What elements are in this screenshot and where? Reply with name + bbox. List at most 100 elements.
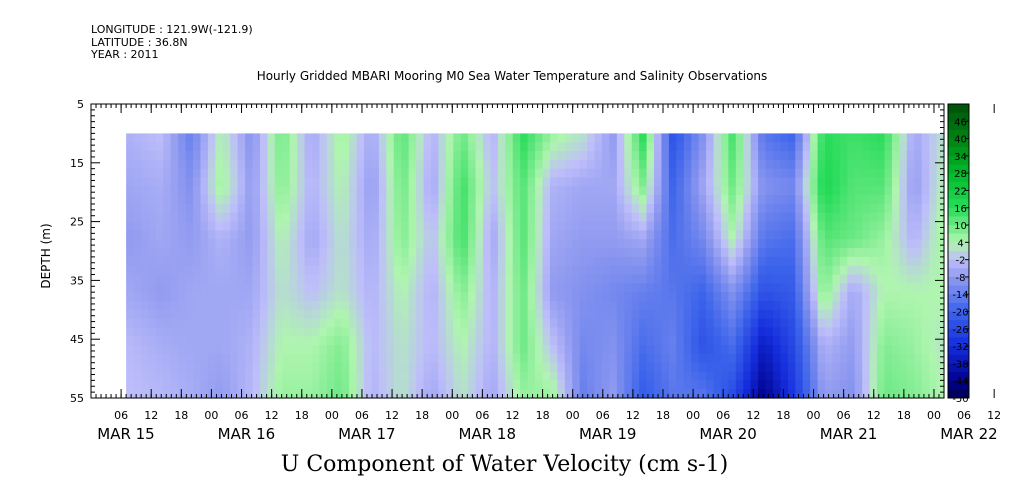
heatmap-cell bbox=[334, 265, 343, 276]
heatmap-cell bbox=[230, 327, 239, 337]
heatmap-cell bbox=[371, 186, 380, 196]
heatmap-cell bbox=[772, 292, 782, 302]
heatmap-cell bbox=[185, 371, 194, 381]
heatmap-cell bbox=[654, 177, 663, 187]
heatmap-cell bbox=[490, 203, 499, 214]
heatmap-cell bbox=[572, 212, 581, 223]
heatmap-cell bbox=[557, 177, 566, 187]
heatmap-cell bbox=[438, 380, 447, 390]
heatmap-cell bbox=[750, 239, 759, 249]
heatmap-cell bbox=[483, 195, 492, 205]
heatmap-cell bbox=[765, 151, 774, 161]
heatmap-cell bbox=[170, 353, 179, 364]
metadata-block: LONGITUDE : 121.9W(-121.9) LATITUDE : 36… bbox=[91, 23, 253, 62]
heatmap-cell bbox=[326, 142, 335, 152]
heatmap-cell bbox=[460, 133, 469, 143]
heatmap-cell bbox=[312, 283, 321, 293]
heatmap-cell bbox=[185, 283, 194, 293]
heatmap-cell bbox=[631, 318, 640, 329]
heatmap-cell bbox=[133, 265, 142, 276]
heatmap-cell bbox=[564, 212, 573, 223]
heatmap-cell bbox=[936, 195, 945, 205]
heatmap-cell bbox=[334, 195, 343, 205]
heatmap-cell bbox=[460, 151, 469, 161]
heatmap-cell bbox=[825, 353, 834, 364]
heatmap-cell bbox=[899, 309, 908, 320]
heatmap-cell bbox=[683, 195, 692, 205]
heatmap-cell bbox=[468, 168, 477, 179]
heatmap-cell bbox=[393, 371, 402, 381]
heatmap-cell bbox=[423, 274, 432, 284]
colorbar-swatch bbox=[948, 121, 969, 131]
heatmap-cell bbox=[587, 318, 596, 329]
heatmap-cell bbox=[758, 389, 767, 399]
heatmap-cell bbox=[297, 300, 306, 311]
heatmap-cell bbox=[282, 221, 291, 232]
heatmap-cell bbox=[475, 203, 484, 214]
heatmap-cell bbox=[155, 230, 164, 240]
heatmap-cell bbox=[542, 380, 551, 390]
heatmap-cell bbox=[200, 177, 209, 187]
heatmap-cell bbox=[929, 336, 938, 346]
heatmap-cell bbox=[230, 389, 239, 399]
heatmap-cell bbox=[245, 159, 254, 170]
heatmap-cell bbox=[825, 318, 834, 329]
heatmap-cell bbox=[735, 248, 744, 258]
heatmap-cell bbox=[676, 336, 685, 346]
heatmap-cell bbox=[862, 380, 871, 390]
heatmap-cell bbox=[215, 292, 224, 302]
heatmap-cell bbox=[289, 345, 298, 355]
heatmap-cell bbox=[535, 195, 544, 205]
heatmap-cell bbox=[460, 248, 469, 258]
heatmap-cell bbox=[772, 371, 782, 381]
heatmap-cell bbox=[706, 327, 715, 337]
heatmap-cell bbox=[430, 186, 440, 196]
heatmap-cell bbox=[668, 309, 677, 320]
heatmap-cell bbox=[185, 239, 194, 249]
heatmap-cell bbox=[787, 142, 796, 152]
heatmap-cell bbox=[215, 248, 224, 258]
heatmap-cell bbox=[624, 133, 633, 143]
heatmap-cell bbox=[884, 336, 893, 346]
heatmap-cell bbox=[535, 133, 544, 143]
heatmap-cell bbox=[929, 300, 938, 311]
heatmap-cell bbox=[765, 309, 774, 320]
heatmap-cell bbox=[527, 389, 536, 399]
heatmap-cell bbox=[364, 353, 373, 364]
heatmap-cell bbox=[416, 309, 425, 320]
heatmap-cell bbox=[245, 248, 254, 258]
heatmap-cell bbox=[862, 292, 871, 302]
heatmap-cell bbox=[319, 345, 328, 355]
heatmap-cell bbox=[297, 389, 306, 399]
heatmap-cell bbox=[691, 389, 700, 399]
heatmap-cell bbox=[475, 345, 484, 355]
heatmap-cell bbox=[230, 371, 239, 381]
heatmap-cell bbox=[676, 239, 685, 249]
heatmap-cell bbox=[698, 318, 707, 329]
heatmap-cell bbox=[758, 327, 767, 337]
heatmap-cell bbox=[378, 186, 387, 196]
heatmap-cell bbox=[512, 239, 521, 249]
heatmap-cell bbox=[706, 177, 715, 187]
heatmap-cell bbox=[200, 248, 209, 258]
heatmap-cell bbox=[371, 177, 380, 187]
heatmap-cell bbox=[133, 318, 142, 329]
heatmap-cell bbox=[691, 265, 700, 276]
heatmap-cell bbox=[906, 300, 915, 311]
heatmap-cell bbox=[616, 248, 625, 258]
heatmap-cell bbox=[416, 318, 425, 329]
heatmap-cell bbox=[906, 362, 915, 373]
heatmap-cell bbox=[869, 292, 878, 302]
heatmap-cell bbox=[735, 371, 744, 381]
heatmap-cell bbox=[289, 142, 298, 152]
colorbar-swatch bbox=[948, 372, 969, 382]
heatmap-cell bbox=[297, 345, 306, 355]
heatmap-cell bbox=[572, 239, 581, 249]
heatmap-cell bbox=[297, 133, 306, 143]
x-day-label: MAR 17 bbox=[338, 425, 395, 443]
heatmap-cell bbox=[453, 345, 462, 355]
heatmap-cell bbox=[222, 212, 231, 223]
heatmap-cell bbox=[468, 292, 477, 302]
heatmap-cell bbox=[750, 300, 759, 311]
heatmap-cell bbox=[765, 177, 774, 187]
